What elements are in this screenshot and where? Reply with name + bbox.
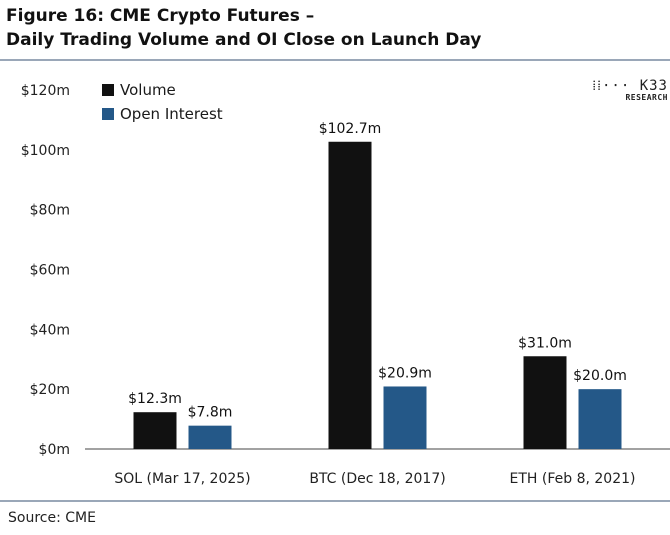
legend-label-volume: Volume <box>120 81 176 99</box>
x-tick-label: SOL (Mar 17, 2025) <box>114 471 250 487</box>
x-tick-label: BTC (Dec 18, 2017) <box>309 471 445 487</box>
data-label-open-interest: $20.9m <box>378 365 432 381</box>
x-tick-label: ETH (Feb 8, 2021) <box>510 471 636 487</box>
y-tick-label: $80m <box>30 203 70 219</box>
logo-subtext: RESEARCH <box>625 93 668 102</box>
bar-open-interest <box>188 425 232 449</box>
legend-swatch-open-interest <box>102 108 114 120</box>
top-rule <box>0 59 670 61</box>
title-line-1: Figure 16: CME Crypto Futures – <box>6 6 315 26</box>
legend-item-volume: Volume <box>102 78 223 102</box>
data-label-volume: $31.0m <box>518 335 572 351</box>
y-tick-label: $100m <box>21 143 70 159</box>
legend-item-open-interest: Open Interest <box>102 102 223 126</box>
data-label-open-interest: $7.8m <box>188 405 233 421</box>
legend: Volume Open Interest <box>102 78 223 126</box>
y-tick-label: $120m <box>21 83 70 99</box>
bar-volume <box>523 356 567 449</box>
legend-label-open-interest: Open Interest <box>120 105 223 123</box>
k33-research-logo: ⁞⁞⋅⋅⋅ K33 RESEARCH <box>592 78 668 102</box>
title-line-2: Daily Trading Volume and OI Close on Lau… <box>6 30 482 50</box>
source-note: Source: CME <box>8 510 96 526</box>
bottom-rule <box>0 500 670 502</box>
logo-text: K33 <box>639 78 668 94</box>
y-tick-label: $0m <box>39 442 70 458</box>
logo-glyph-icon: ⁞⁞⋅⋅⋅ <box>592 78 640 94</box>
data-label-volume: $12.3m <box>128 391 182 407</box>
data-label-volume: $102.7m <box>319 121 382 137</box>
bar-volume <box>133 412 177 449</box>
legend-swatch-volume <box>102 84 114 96</box>
y-tick-label: $60m <box>30 263 70 279</box>
bar-volume <box>328 141 372 449</box>
y-tick-label: $40m <box>30 322 70 338</box>
y-tick-label: $20m <box>30 382 70 398</box>
chart-title: Figure 16: CME Crypto Futures – Daily Tr… <box>6 4 656 52</box>
bar-chart: $0m $20m $40m $60m $80m $100m $120m $12.3m $7.8m… <box>21 83 670 487</box>
data-label-open-interest: $20.0m <box>573 368 627 384</box>
bar-open-interest <box>578 389 622 449</box>
bar-open-interest <box>383 386 427 449</box>
